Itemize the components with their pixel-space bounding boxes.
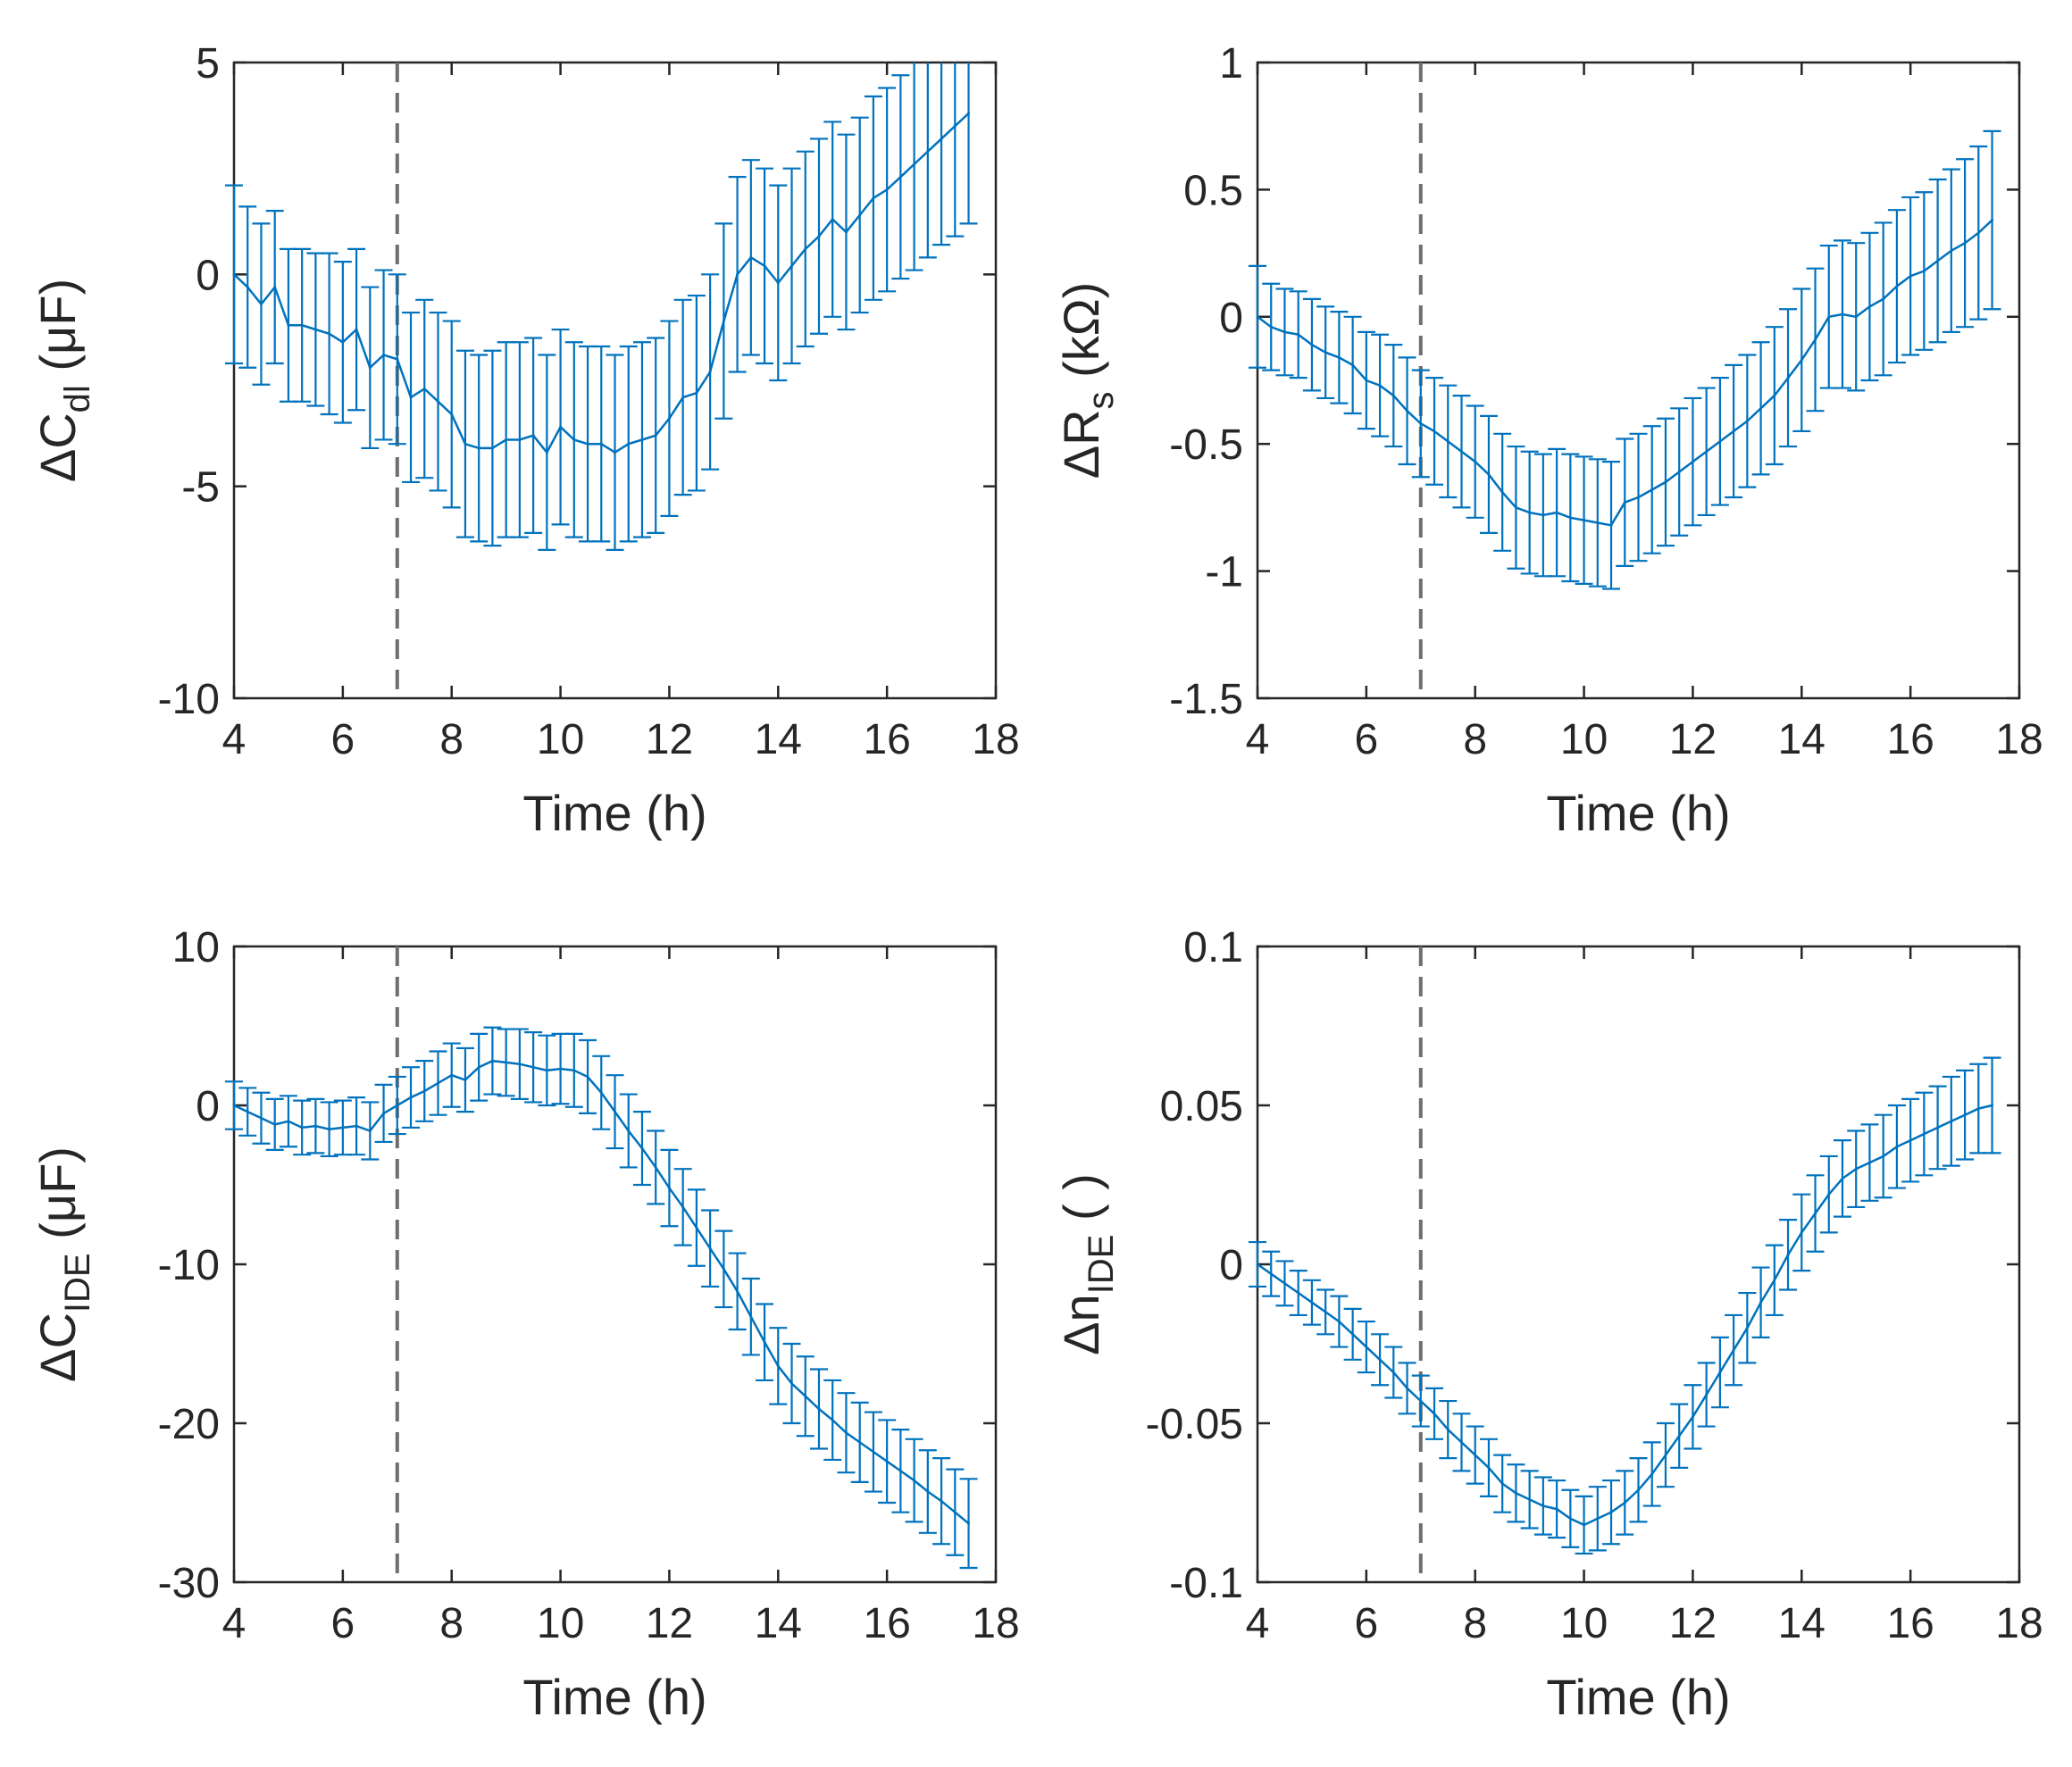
panel-3-x-tick-label: 8: [439, 1600, 464, 1647]
panel-1-y-tick-label: -10: [158, 676, 220, 723]
error-bar: [918, 63, 937, 259]
panel-4-y-tick-label: 0: [1219, 1242, 1243, 1289]
panel-1-axes-box: [232, 61, 998, 700]
panel-1-y-axis-label-unit: (μF): [29, 279, 86, 385]
panel-1-x-axis-label: Time (h): [522, 785, 706, 841]
panel-3-x-tick-label: 12: [646, 1600, 693, 1647]
panel-4-y-axis-label-sub: IDE: [1082, 1235, 1121, 1295]
panel-3-axes-box: [232, 945, 998, 1584]
panel-1-y-axis-label: ΔCdl (μF): [29, 279, 97, 482]
panel-3-y-tick-label: -20: [158, 1401, 220, 1448]
panel-3-x-tick-label: 18: [972, 1600, 1019, 1647]
error-bar: [905, 63, 923, 271]
error-bar: [1983, 1056, 2001, 1154]
panel-2-x-tick-label: 10: [1560, 716, 1608, 763]
panel-4-y-axis-label-main: Δn: [1053, 1294, 1109, 1355]
series-line: [233, 1059, 970, 1525]
panel-4-y-axis-label: ΔnIDE ( ): [1053, 1173, 1121, 1355]
panel-3-y-axis-label-unit: (μF): [29, 1146, 86, 1253]
chart-panel-3: 4 6 8 10 12 14 16 18 -30 -20 -10 0 10 Time (h) ΔCIDE (…: [29, 924, 1020, 1725]
panel-3-y-axis-label-sub: IDE: [58, 1253, 97, 1313]
panel-1-x-tick-label: 8: [439, 716, 464, 763]
panel-2-series-1: [1249, 129, 2001, 590]
panel-4-x-axis-label: Time (h): [1546, 1669, 1730, 1725]
panel-1-y-tick-label: 0: [196, 252, 220, 299]
series-line: [1257, 219, 1993, 527]
panel-4-x-tick-label: 14: [1778, 1600, 1826, 1647]
panel-4-y-tick-label: 0.05: [1160, 1083, 1243, 1130]
panel-2-x-axis-label: Time (h): [1546, 785, 1730, 841]
panel-2-x-tick-label: 4: [1246, 716, 1270, 763]
panel-1-y-tick-label: -5: [181, 464, 220, 512]
panel-3-y-tick-label: 10: [172, 924, 220, 971]
panel-1-x-tick-label: 10: [537, 716, 584, 763]
panel-3-y-tick-label: -30: [158, 1560, 220, 1607]
panel-2-x-tick-label: 14: [1778, 716, 1826, 763]
panel-2-y-axis-label-sub: s: [1082, 391, 1121, 409]
panel-3-x-tick-label: 10: [537, 1600, 584, 1647]
chart-panel-4: 4 6 8 10 12 14 16 18 -0.1 -0.05 0 0.05 0.1 Time (h) Δn…: [1053, 924, 2043, 1725]
panel-4-x-tick-label: 18: [1995, 1600, 2043, 1647]
panel-3-y-tick-label: 0: [196, 1083, 220, 1130]
panel-4-y-tick-label: -0.1: [1169, 1560, 1243, 1607]
panel-2-x-tick-label: 6: [1355, 716, 1379, 763]
panel-3-x-axis-label: Time (h): [522, 1669, 706, 1725]
panel-4-x-tick-label: 12: [1669, 1600, 1717, 1647]
error-bar: [946, 63, 965, 238]
error-bar: [959, 63, 978, 225]
panel-2-x-tick-label: 8: [1463, 716, 1487, 763]
error-bar: [932, 63, 951, 246]
panel-1-x-tick-label: 6: [331, 716, 355, 763]
panel-4-x-tick-label: 4: [1246, 1600, 1270, 1647]
panel-3-y-axis-label: ΔCIDE (μF): [29, 1146, 97, 1382]
panel-3-series-1: [225, 1026, 978, 1570]
panel-1-series-1: [225, 63, 978, 551]
panel-3-x-tick-label: 4: [222, 1600, 246, 1647]
panel-2-y-axis-label: ΔRs (kΩ): [1053, 282, 1121, 479]
panel-2-axes-box: [1256, 61, 2021, 700]
chart-panel-1: 4 6 8 10 12 14 16 18 -10 -5 0 5 Time (h) ΔCdl (μF): [29, 40, 1020, 841]
panel-4-x-tick-label: 16: [1886, 1600, 1934, 1647]
panel-2-y-tick-label: -1.5: [1169, 676, 1243, 723]
panel-4-series-1: [1249, 1056, 2001, 1555]
panel-3-y-axis-label-main: ΔC: [29, 1313, 86, 1382]
panel-4-x-tick-label: 8: [1463, 1600, 1487, 1647]
panel-4-y-tick-label: 0.1: [1183, 924, 1243, 971]
panel-4-y-axis-label-unit: ( ): [1053, 1173, 1109, 1234]
panel-1-x-tick-label: 14: [755, 716, 802, 763]
panel-3-x-tick-label: 14: [755, 1600, 802, 1647]
panel-1-x-tick-label: 16: [863, 716, 910, 763]
panel-4-x-tick-label: 6: [1355, 1600, 1379, 1647]
panel-1-x-tick-label: 4: [222, 716, 246, 763]
panel-2-y-tick-label: -0.5: [1169, 421, 1243, 469]
panel-2-y-tick-label: 0: [1219, 295, 1243, 342]
series-line: [1257, 1104, 1993, 1527]
panel-4-x-tick-label: 10: [1560, 1600, 1608, 1647]
panel-1-y-tick-label: 5: [196, 40, 220, 88]
panel-2-x-tick-label: 16: [1886, 716, 1934, 763]
panel-3-y-tick-label: -10: [158, 1242, 220, 1289]
panel-1-x-tick-label: 18: [972, 716, 1019, 763]
panel-1-x-tick-label: 12: [646, 716, 693, 763]
panel-2-y-axis-label-unit: (kΩ): [1053, 282, 1109, 392]
panel-2-y-tick-label: 1: [1219, 40, 1243, 88]
panel-1-y-axis-label-sub: dl: [58, 385, 97, 413]
panel-2-y-tick-label: -1: [1205, 549, 1243, 596]
error-bar: [1983, 129, 2001, 311]
chart-panel-2: 4 6 8 10 12 14 16 18 -1.5 -1 -0.5 0 0.5 1 Time (h) ΔRs …: [1053, 40, 2043, 841]
panel-2-y-axis-label-main: ΔR: [1053, 409, 1109, 479]
panel-1-y-axis-label-main: ΔC: [29, 413, 86, 482]
panel-2-y-tick-label: 0.5: [1183, 167, 1243, 214]
panel-3-x-tick-label: 16: [863, 1600, 910, 1647]
series-line: [233, 113, 970, 454]
panel-2-x-tick-label: 12: [1669, 716, 1717, 763]
panel-4-y-tick-label: -0.05: [1146, 1401, 1243, 1448]
panel-3-x-tick-label: 6: [331, 1600, 355, 1647]
panel-2-x-tick-label: 18: [1995, 716, 2043, 763]
